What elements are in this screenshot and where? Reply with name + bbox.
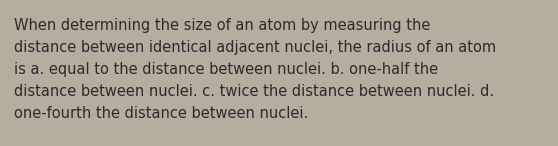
Text: is a. equal to the distance between nuclei. b. one-half the: is a. equal to the distance between nucl… — [14, 62, 438, 77]
Text: one-fourth the distance between nuclei.: one-fourth the distance between nuclei. — [14, 106, 308, 121]
Text: When determining the size of an atom by measuring the: When determining the size of an atom by … — [14, 18, 430, 33]
Text: distance between identical adjacent nuclei, the radius of an atom: distance between identical adjacent nucl… — [14, 40, 496, 55]
Text: distance between nuclei. c. twice the distance between nuclei. d.: distance between nuclei. c. twice the di… — [14, 84, 494, 99]
